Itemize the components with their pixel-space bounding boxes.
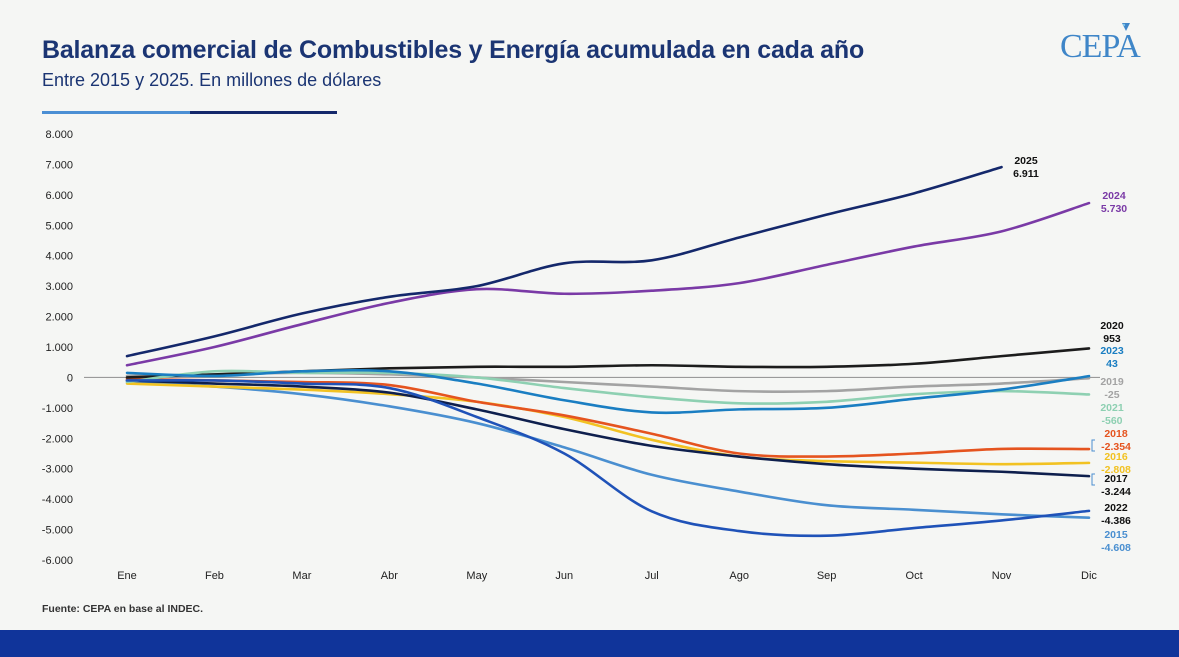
line-chart: 8.000 7.000 6.000 5.000 4.000 3.000 2.000 1.000… [42, 129, 1131, 582]
y-tick-label: -6.000 [42, 555, 73, 567]
series-line-2018 [125, 377, 1091, 458]
series-end-value-label: 6.911 [1013, 168, 1039, 180]
x-tick-label: Ago [729, 570, 749, 582]
x-tick-label: Dic [1081, 570, 1097, 582]
series-year-label: 2015 [1104, 529, 1128, 541]
y-tick-label: 0 [67, 372, 73, 384]
series-year-label: 2016 [1104, 451, 1128, 463]
series-year-label: 2019 [1100, 376, 1124, 388]
x-tick-label: Nov [992, 570, 1012, 582]
x-tick-label: May [466, 570, 487, 582]
y-tick-label: 3.000 [45, 281, 73, 293]
series-line-2025 [125, 165, 1003, 358]
x-tick-label: Ene [117, 570, 137, 582]
y-tick-label: -4.000 [42, 494, 73, 506]
decorative-rule-light [42, 111, 190, 114]
series-end-value-label: 43 [1106, 358, 1118, 370]
series-year-label: 2021 [1100, 402, 1124, 414]
y-tick-label: -5.000 [42, 525, 73, 537]
series-end-value-label: -4.608 [1101, 542, 1131, 554]
x-tick-label: Feb [205, 570, 224, 582]
series-year-label: 2025 [1014, 155, 1038, 167]
series-line-2024 [125, 201, 1091, 367]
series-end-value-label: -560 [1101, 415, 1122, 427]
label-connector [1091, 473, 1095, 486]
x-tick-label: Jul [645, 570, 659, 582]
label-connector [1091, 439, 1095, 452]
series-end-value-label: -2.808 [1101, 464, 1131, 476]
chart-subtitle: Entre 2015 y 2025. En millones de dólare… [42, 70, 382, 90]
series-line-2022 [125, 378, 1091, 538]
x-tick-label: Jun [555, 570, 573, 582]
y-tick-label: 1.000 [45, 342, 73, 354]
x-tick-label: Abr [381, 570, 398, 582]
series-end-value-label: -2.354 [1101, 441, 1131, 453]
cepa-logo: CEPA [1060, 28, 1141, 65]
series-year-label: 2024 [1102, 190, 1126, 202]
x-tick-label: Sep [817, 570, 837, 582]
y-tick-label: 8.000 [45, 129, 73, 141]
series-year-label: 2023 [1100, 345, 1124, 357]
series-end-value-label: 5.730 [1101, 203, 1127, 215]
y-tick-label: 6.000 [45, 190, 73, 202]
y-tick-label: -3.000 [42, 464, 73, 476]
series-year-label: 2020 [1100, 320, 1124, 332]
series-end-value-label: -25 [1104, 389, 1119, 401]
x-tick-label: Mar [292, 570, 311, 582]
series-year-label: 2017 [1104, 473, 1128, 485]
y-tick-label: 2.000 [45, 312, 73, 324]
logo-mark-icon [1122, 23, 1130, 31]
series-line-2017 [125, 379, 1091, 478]
footer-bar [0, 630, 1179, 657]
series-year-label: 2018 [1104, 428, 1128, 440]
chart-title: Balanza comercial de Combustibles y Ener… [42, 36, 865, 64]
series-end-value-label: -3.244 [1101, 486, 1131, 498]
y-tick-label: -1.000 [42, 403, 73, 415]
series-line-2023 [125, 368, 1091, 415]
series-end-value-label: 953 [1103, 333, 1121, 345]
y-tick-label: 7.000 [45, 159, 73, 171]
x-tick-label: Oct [906, 570, 923, 582]
y-tick-label: -2.000 [42, 433, 73, 445]
y-tick-label: 5.000 [45, 220, 73, 232]
decorative-rule-dark [190, 111, 337, 114]
y-tick-label: 4.000 [45, 251, 73, 263]
series-line-2016 [125, 382, 1091, 466]
series-year-label: 2022 [1104, 502, 1128, 514]
series-end-value-label: -4.386 [1101, 515, 1131, 527]
source-note: Fuente: CEPA en base al INDEC. [42, 603, 204, 615]
series-line-2015 [125, 380, 1091, 519]
